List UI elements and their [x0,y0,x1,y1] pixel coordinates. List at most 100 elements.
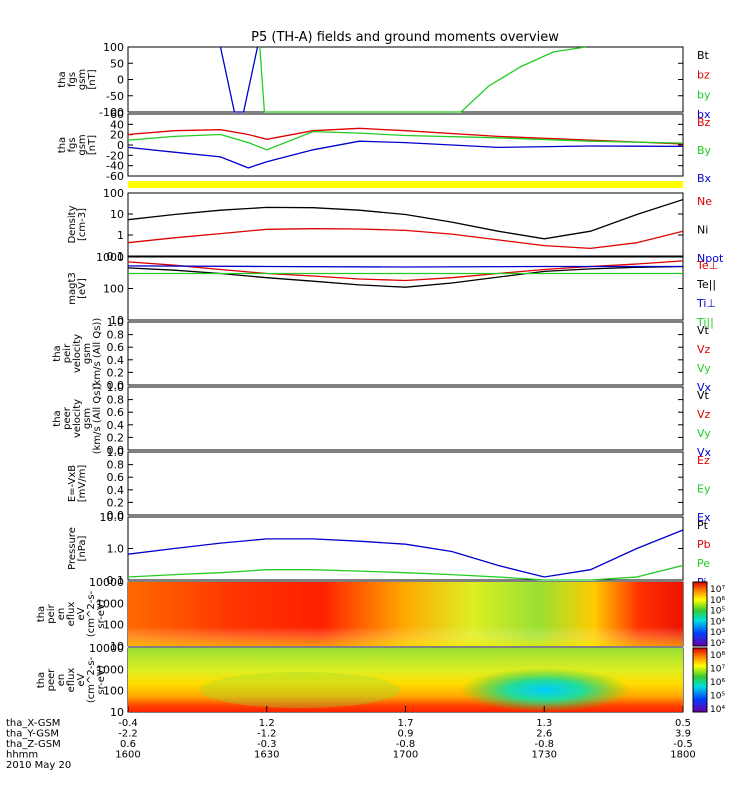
legend-temperature-te: Te⊥ [696,259,718,272]
panel-pressure-ylabel: Pressure [67,527,78,570]
x-axis-label-3: hhmm [6,750,38,761]
panel-fgs-b-ylabel: [nT] [87,135,98,155]
legend-peir-velocity-vz: Vz [697,343,711,356]
y-tick-label: 0.1 [107,574,125,587]
panel-peer-spectrogram-ylabel: peer [46,668,57,692]
panel-frame-peir-velocity [127,321,684,386]
temperature-series-te [128,265,683,288]
x-axis-value: 2.6 [536,729,552,740]
x-axis-value: 1.7 [398,718,414,729]
y-tick-label: 0.6 [107,341,125,354]
panel-peir-velocity-ylabel: velocity [72,334,83,373]
temperature-series-ti [128,265,683,268]
y-tick-label: 1000 [96,251,124,264]
panel-peir-spectrogram-ylabel: sr-eV) [96,599,107,628]
colorbar-label: 10⁵ [710,692,725,702]
y-tick-label: 10 [110,208,124,221]
x-axis-value: -0.4 [118,718,138,729]
y-tick-label: 0.8 [107,329,125,342]
y-tick-label: 0.8 [107,394,125,407]
legend-temperature-ti: Ti|| [696,316,714,329]
panel-peer-spectrogram-ylabel: eflux [66,668,77,693]
legend-peir-velocity-vx: Vx [697,381,712,394]
x-axis-value: 1.2 [259,718,275,729]
panel-pressure-ylabel: [nPa] [77,535,88,561]
panel-fgs-b-ylabel: fgs [67,137,78,152]
panel-peir-spectrogram-ylabel: eflux [66,602,77,627]
x-axis-value: 1700 [393,750,418,761]
colorbar-peer-spectrogram [692,647,708,713]
panel-peer-velocity-ylabel: (km/s (All Qs)) [92,383,103,455]
panel-peir-velocity-ylabel: (km/s (All Qs)) [92,318,103,390]
panel-peer-velocity-ylabel: tha [52,410,63,426]
x-axis-label-1: tha_Y-GSM [6,729,59,740]
panel-temperature-ylabel: magt3 [67,272,78,305]
legend-peir-velocity-vt: Vt [697,324,710,337]
legend-fgs-b-bx: Bx [697,172,712,185]
x-axis-value: 1730 [532,750,557,761]
panel-peir-velocity-ylabel: gsm [82,343,93,364]
x-axis-value: -0.8 [396,739,416,750]
panel-fgs-bt-ylabel: [nT] [87,69,98,89]
y-tick-label: -20 [106,149,124,162]
legend-density-npot: Npot [697,252,724,265]
colorbar-label: 10⁷ [710,665,725,675]
panel-fgs-bt-ylabel: gsm [77,69,88,90]
pressure-series-pe [128,564,683,581]
legend-peer-velocity-vx: Vx [697,446,712,459]
y-tick-label: 1.0 [107,381,125,394]
legend-fgs-bt-bt: Bt [697,49,710,62]
x-axis-value: 1630 [254,750,279,761]
x-axis-value: 1800 [670,750,695,761]
legend-fgs-b-by: By [697,144,712,157]
x-axis-label-0: tha_X-GSM [6,718,60,729]
y-tick-label: 0.4 [107,419,125,432]
colorbar-label: 10² [710,639,725,649]
legend-temperature-te: Te|| [696,278,716,291]
density-series-ni [128,198,683,240]
fgs_bt-series-bx [219,47,259,113]
colorbar-label: 10⁸ [710,651,725,661]
x-axis-label-4: 2010 May 20 [6,760,71,771]
x-axis-value: 1.3 [536,718,552,729]
x-axis-value: 0.5 [675,718,691,729]
colorbar-label: 10⁵ [710,607,725,617]
pressure-series-pi [128,529,683,578]
density-series-ne [128,228,683,250]
legend-peer-velocity-vt: Vt [697,389,710,402]
legend-fgs-bt-by: by [697,88,711,101]
panel-peir-velocity-ylabel: peir [62,343,73,363]
y-tick-label: 1.0 [107,543,125,556]
legend-density-ni: Ni [697,224,708,237]
y-tick-label: 100 [103,41,124,54]
legend-fgs-bt-bz: bz [697,69,710,82]
y-tick-label: 1000 [96,597,124,610]
legend-peir-velocity-vy: Vy [697,362,711,375]
x-axis-value: -1.2 [257,729,277,740]
x-axis-value: -2.2 [118,729,138,740]
panel-fgs-bt-ylabel: tha [57,71,68,87]
legend-density-ne: Ne [697,195,712,208]
x-axis-value: 0.9 [398,729,414,740]
separator-bar [128,181,683,188]
y-tick-label: 0.0 [107,379,125,392]
panel-efield-ylabel: E=-VxB [67,465,78,502]
colorbar-label: 10⁷ [710,585,725,595]
y-tick-label: 10 [110,706,124,719]
y-tick-label: -100 [99,106,124,119]
panel-peir-spectrogram-ylabel: eV [76,607,87,620]
legend-peer-velocity-vy: Vy [697,427,711,440]
colorbar-label: 10⁴ [710,617,725,627]
legend-efield-ey: Ey [697,483,711,496]
y-tick-label: 10000 [89,576,124,589]
y-tick-label: 60 [110,108,124,121]
panel-frame-fgs-b [127,113,684,177]
panel-peer-spectrogram-ylabel: tha [36,672,47,688]
legend-peer-velocity-vz: Vz [697,408,711,421]
panel-frame-efield [127,451,684,516]
panel-frame-fgs-bt [127,46,684,113]
y-tick-label: 10.0 [100,511,125,524]
y-tick-label: 10000 [89,642,124,655]
y-tick-label: -40 [106,160,124,173]
peer-spectrogram-feature [200,672,400,708]
